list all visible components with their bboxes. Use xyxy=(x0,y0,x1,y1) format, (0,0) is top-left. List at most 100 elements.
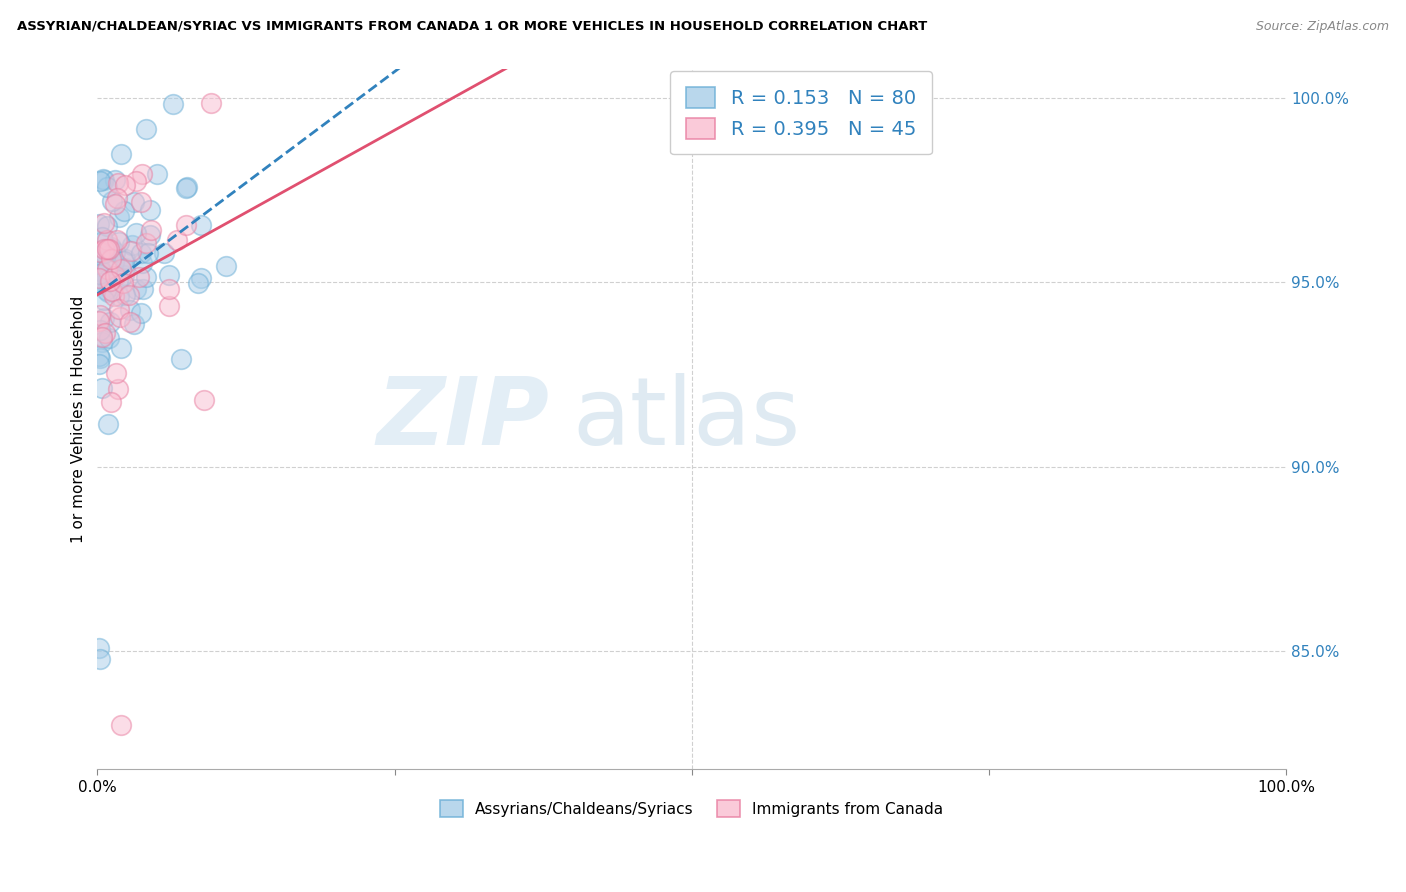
Point xyxy=(93,253,115,268)
Legend: Assyrians/Chaldeans/Syriacs, Immigrants from Canada: Assyrians/Chaldeans/Syriacs, Immigrants … xyxy=(433,793,950,825)
Point xyxy=(107,288,129,302)
Point xyxy=(91,266,114,280)
Text: Source: ZipAtlas.com: Source: ZipAtlas.com xyxy=(1256,20,1389,33)
Point xyxy=(131,167,153,181)
Point xyxy=(107,176,129,190)
Point xyxy=(146,167,169,181)
Point xyxy=(100,252,122,266)
Point xyxy=(96,283,118,297)
Point xyxy=(104,197,127,211)
Point xyxy=(103,255,125,269)
Point xyxy=(131,256,153,270)
Point xyxy=(114,261,136,276)
Point xyxy=(100,284,122,298)
Point xyxy=(104,269,127,284)
Point xyxy=(108,235,131,249)
Point xyxy=(105,366,128,380)
Point xyxy=(104,173,127,187)
Point xyxy=(134,121,156,136)
Point xyxy=(96,261,118,276)
Point xyxy=(89,323,111,337)
Point xyxy=(97,285,120,300)
Point xyxy=(136,246,159,260)
Point xyxy=(108,211,131,225)
Point xyxy=(125,226,148,240)
Point xyxy=(157,268,180,282)
Point xyxy=(96,219,118,233)
Point xyxy=(114,178,136,193)
Point xyxy=(110,262,132,277)
Y-axis label: 1 or more Vehicles in Household: 1 or more Vehicles in Household xyxy=(72,295,86,542)
Point xyxy=(94,326,117,341)
Point xyxy=(97,417,120,431)
Point xyxy=(132,282,155,296)
Point xyxy=(87,357,110,371)
Point xyxy=(96,233,118,247)
Point xyxy=(87,244,110,259)
Point xyxy=(114,288,136,302)
Point xyxy=(129,194,152,209)
Point xyxy=(110,341,132,355)
Point xyxy=(135,269,157,284)
Point xyxy=(98,331,121,345)
Point xyxy=(176,180,198,194)
Point xyxy=(139,227,162,242)
Point xyxy=(97,276,120,290)
Point xyxy=(176,218,198,232)
Point xyxy=(162,97,184,112)
Point xyxy=(124,174,146,188)
Point xyxy=(114,252,136,266)
Point xyxy=(87,268,110,282)
Point xyxy=(118,288,141,302)
Point xyxy=(114,268,136,282)
Point xyxy=(122,195,145,210)
Point xyxy=(128,269,150,284)
Point xyxy=(89,651,111,665)
Point xyxy=(96,242,118,256)
Point xyxy=(97,280,120,294)
Point xyxy=(107,382,129,396)
Text: ASSYRIAN/CHALDEAN/SYRIAC VS IMMIGRANTS FROM CANADA 1 OR MORE VEHICLES IN HOUSEHO: ASSYRIAN/CHALDEAN/SYRIAC VS IMMIGRANTS F… xyxy=(17,20,927,33)
Point xyxy=(97,272,120,286)
Point xyxy=(90,264,112,278)
Point xyxy=(107,234,129,248)
Point xyxy=(93,216,115,230)
Point xyxy=(89,351,111,365)
Point xyxy=(100,242,122,256)
Point xyxy=(157,282,180,296)
Point xyxy=(90,229,112,244)
Point xyxy=(122,317,145,331)
Point xyxy=(110,147,132,161)
Point xyxy=(93,311,115,326)
Point xyxy=(112,253,135,268)
Point xyxy=(105,191,128,205)
Point xyxy=(100,315,122,329)
Point xyxy=(87,349,110,363)
Point xyxy=(139,202,162,217)
Point xyxy=(91,234,114,248)
Point xyxy=(89,218,111,232)
Point xyxy=(97,242,120,256)
Point xyxy=(93,242,115,256)
Point xyxy=(90,330,112,344)
Point xyxy=(101,194,124,208)
Point xyxy=(96,180,118,194)
Point xyxy=(157,299,180,313)
Point xyxy=(93,246,115,260)
Point xyxy=(153,246,176,260)
Point xyxy=(100,240,122,254)
Point xyxy=(89,245,111,260)
Point xyxy=(87,314,110,328)
Point xyxy=(103,244,125,259)
Point xyxy=(103,289,125,303)
Text: atlas: atlas xyxy=(572,373,801,465)
Point xyxy=(186,276,208,290)
Point xyxy=(135,236,157,251)
Point xyxy=(118,302,141,317)
Point xyxy=(110,310,132,324)
Point xyxy=(141,223,163,237)
Point xyxy=(89,308,111,322)
Point xyxy=(112,203,135,218)
Point xyxy=(107,273,129,287)
Point xyxy=(87,640,110,655)
